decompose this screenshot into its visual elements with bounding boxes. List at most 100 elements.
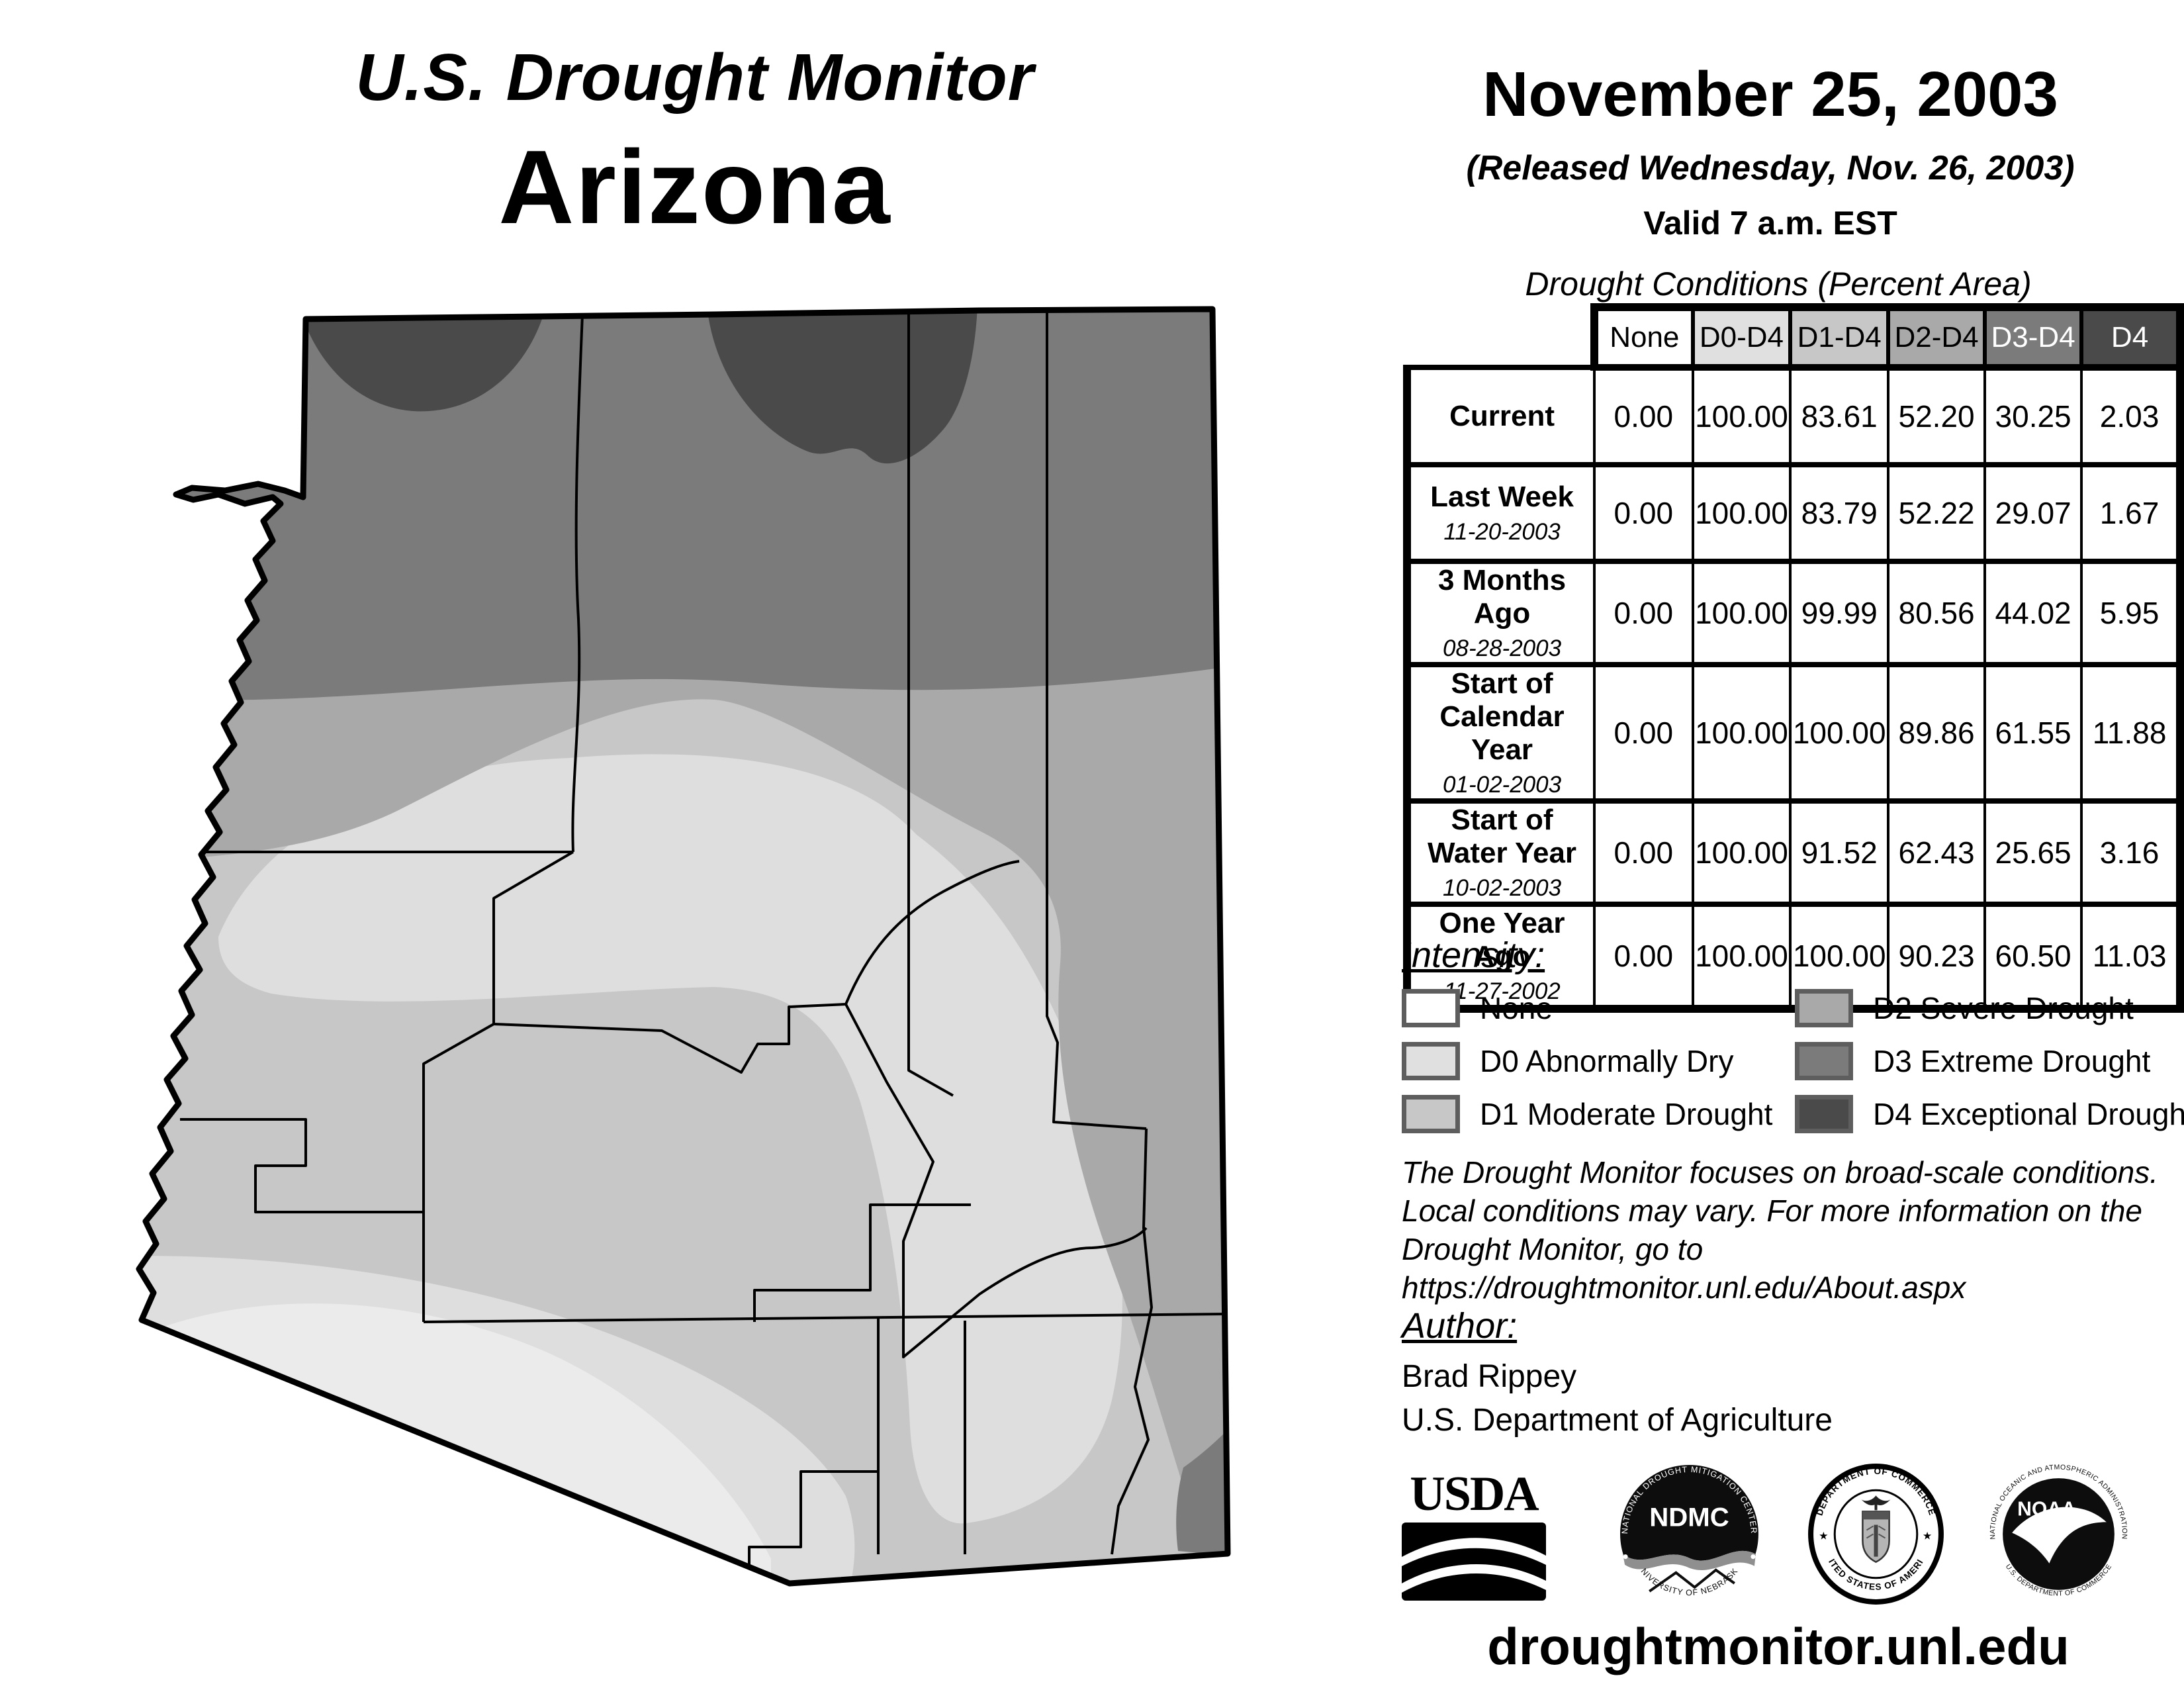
cell-value: 100.00 [1691,559,1792,667]
legend-swatch-d1 [1402,1095,1460,1133]
cell-value: 90.23 [1887,902,1987,1013]
disclaimer-text: The Drought Monitor focuses on broad-sca… [1402,1153,2184,1307]
row-label: One Year Ago [1439,907,1565,972]
cell-value: 1.67 [2080,462,2184,564]
table-row: 3 Months Ago 08-28-2003 0.00 100.00 99.99… [1402,559,2184,667]
map-region-d3 [139,309,1228,701]
arizona-map-svg [119,301,1257,1618]
legend-swatch-d3 [1795,1042,1853,1080]
cell-value: 91.52 [1789,798,1890,907]
cell-value: 30.25 [1983,365,2083,467]
legend-swatch-d4 [1795,1095,1853,1133]
cell-value: 60.50 [1983,902,2083,1013]
row-date: 01-02-2003 [1443,772,1562,798]
cell-value: 0.00 [1593,462,1694,564]
legend-label: D0 Abnormally Dry [1480,1044,1734,1078]
legend-column-1: None D0 Abnormally Dry D1 Moderate Droug… [1402,988,1772,1147]
map-region-d3-southeast [1176,1429,1228,1556]
col-header-d2d4: D2-D4 [1886,303,1987,371]
legend-item-d3: D3 Extreme Drought [1795,1041,2184,1082]
cell-value: 5.95 [2080,559,2184,667]
col-header-d3d4: D3-D4 [1983,303,2084,371]
cell-value: 0.00 [1593,902,1694,1013]
legend-swatch-d0 [1402,1042,1460,1080]
cell-value: 3.16 [2080,798,2184,907]
row-label: Last Week [1430,481,1574,513]
cell-value: 100.00 [1789,662,1890,804]
map-date: November 25, 2003 [1482,59,2058,130]
released-date: (Released Wednesday, Nov. 26, 2003) [1466,149,2075,187]
svg-text:★: ★ [1819,1530,1828,1542]
arizona-drought-map [119,301,1257,1622]
author-organization: U.S. Department of Agriculture [1402,1403,1833,1438]
col-header-d1d4: D1-D4 [1788,303,1891,371]
cell-value: 100.00 [1691,462,1792,564]
cell-value: 61.55 [1983,662,2083,804]
date-block: November 25, 2003 (Released Wednesday, N… [1377,58,2164,242]
state-title: Arizona [498,129,891,246]
row-label: Start of Calendar Year [1439,667,1565,766]
svg-text:★: ★ [1923,1530,1932,1542]
cell-value: 0.00 [1593,559,1694,667]
cell-value: 2.03 [2080,365,2184,467]
footer-url: droughtmonitor.unl.edu [1487,1617,2070,1675]
cell-value: 83.79 [1789,462,1890,564]
legend-column-2: D2 Severe Drought D3 Extreme Drought D4 … [1795,988,2184,1147]
col-header-none: None [1590,303,1695,371]
cell-value: 44.02 [1983,559,2083,667]
cell-value: 100.00 [1691,365,1792,467]
legend-label: D4 Exceptional Drought [1873,1097,2184,1131]
cell-value: 11.88 [2080,662,2184,804]
legend-item-d2: D2 Severe Drought [1795,988,2184,1029]
cell-value: 89.86 [1887,662,1987,804]
report-title: U.S. Drought Monitor [355,40,1034,115]
table-header-row: None D0-D4 D1-D4 D2-D4 D3-D4 D4 [1407,303,2184,371]
intensity-heading: Intensity: [1402,935,1545,975]
row-date: 08-28-2003 [1443,635,1562,661]
valid-time: Valid 7 a.m. EST [1643,205,1897,242]
legend-item-d4: D4 Exceptional Drought [1795,1094,2184,1135]
cell-value: 100.00 [1691,662,1792,804]
legend-item-d0: D0 Abnormally Dry [1402,1041,1772,1082]
legend-label: D2 Severe Drought [1873,991,2134,1025]
cell-value: 11.03 [2080,902,2184,1013]
map-region-d0-center [218,754,1122,1524]
disclaimer-line: Drought Monitor, go to https://droughtmo… [1402,1232,1966,1305]
row-label: Start of Water Year [1428,804,1577,869]
cell-value: 52.22 [1887,462,1987,564]
legend-swatch-none [1402,989,1460,1027]
table-corner-cell [1407,307,1595,367]
drought-conditions-table: None D0-D4 D1-D4 D2-D4 D3-D4 D4 Current … [1402,303,2184,1013]
title-block: U.S. Drought Monitor Arizona [199,40,1191,248]
commerce-seal-icon: DEPARTMENT OF COMMERCE UNITED STATES OF … [1808,1464,1944,1605]
table-row: Start of Water Year 10-02-2003 0.00 100.0… [1402,798,2184,907]
row-date: 11-27-2002 [1443,978,1561,1004]
cell-value: 83.61 [1789,365,1890,467]
row-label: Current [1449,399,1555,432]
noaa-wordmark: NOAA [2017,1498,2076,1520]
disclaimer-line: The Drought Monitor focuses on broad-sca… [1402,1155,2158,1190]
legend-label: None [1480,991,1553,1025]
col-header-d0d4: D0-D4 [1690,303,1793,371]
usda-logo: USDA [1402,1466,1546,1604]
disclaimer-line: Local conditions may vary. For more info… [1402,1194,2142,1228]
legend-label: D1 Moderate Drought [1480,1097,1773,1131]
col-header-d4: D4 [2079,303,2184,371]
table-row: Start of Calendar Year 01-02-2003 0.00 10… [1402,662,2184,804]
cell-value: 80.56 [1887,559,1987,667]
usda-symbol-icon [1402,1523,1546,1601]
county-boundaries [180,312,1228,1581]
table-row: Current 0.00 100.00 83.61 52.20 30.25 2.… [1402,365,2184,467]
legend-item-d1: D1 Moderate Drought [1402,1094,1772,1135]
author-heading: Author: [1402,1306,1518,1346]
cell-value: 100.00 [1691,798,1792,907]
row-date: 11-20-2003 [1443,519,1561,545]
cell-value: 29.07 [1983,462,2083,564]
author-name: Brad Rippey [1402,1359,1577,1394]
map-region-d4-west [299,309,546,412]
row-label: 3 Months Ago [1437,564,1567,630]
legend-swatch-d2 [1795,989,1853,1027]
cell-value: 0.00 [1593,365,1694,467]
noaa-logo-icon: NOAA NATIONAL OCEANIC AND ATMOSPHERIC AD… [1988,1464,2129,1605]
cell-value: 0.00 [1593,662,1694,804]
